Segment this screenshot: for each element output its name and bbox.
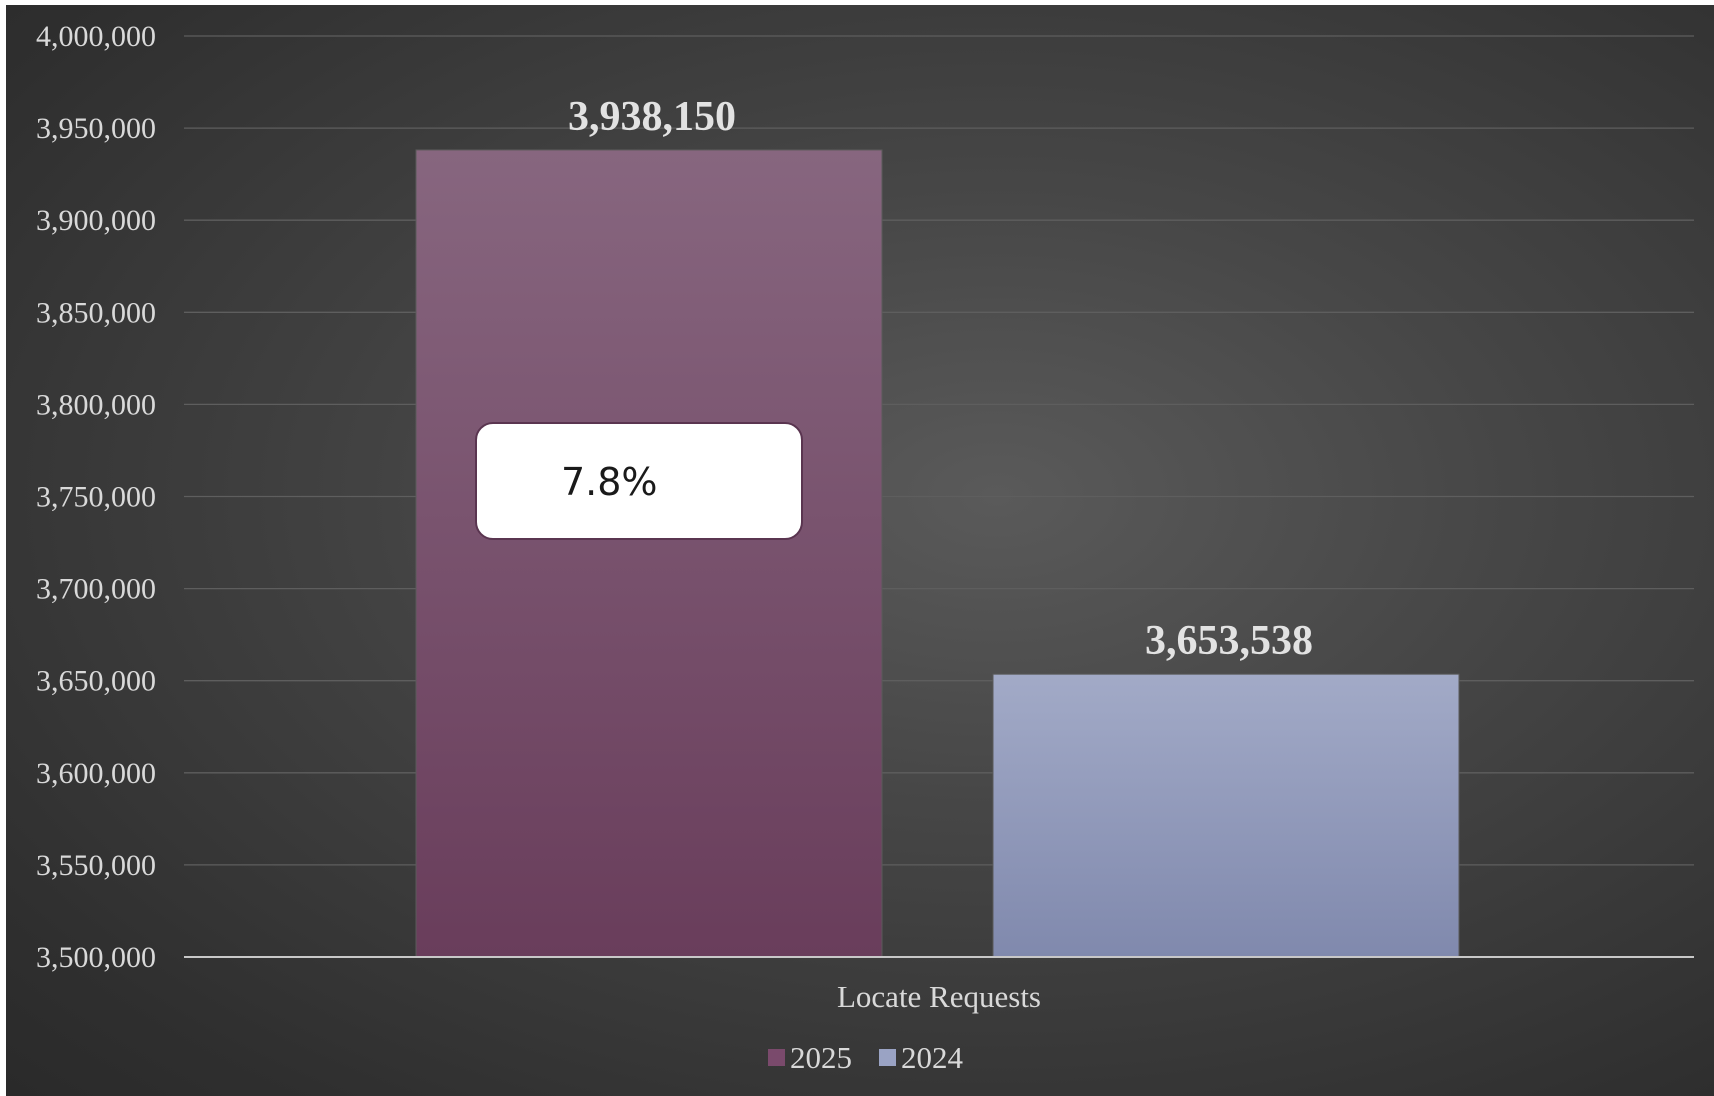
bar-2025 xyxy=(415,149,883,958)
legend-swatch-2025 xyxy=(768,1049,785,1066)
y-tick-label: 3,950,000 xyxy=(36,112,156,145)
annotation-box xyxy=(475,422,803,540)
chart-area: 3,500,000 3,550,000 3,600,000 3,650,000 3,70… xyxy=(6,5,1714,1096)
y-tick-label: 4,000,000 xyxy=(36,20,156,53)
x-axis: Locate Requests xyxy=(184,956,1694,1014)
data-label-2025: 3,938,150 xyxy=(568,94,736,140)
gridlines xyxy=(184,35,1694,866)
data-label-2024: 3,653,538 xyxy=(1145,618,1313,664)
y-tick-label: 3,500,000 xyxy=(36,941,156,974)
y-tick-label: 3,700,000 xyxy=(36,573,156,606)
legend: 2025 2024 xyxy=(768,1040,964,1075)
y-tick-label: 3,650,000 xyxy=(36,665,156,698)
legend-label-2024: 2024 xyxy=(901,1040,964,1075)
y-tick-label: 3,800,000 xyxy=(36,388,156,421)
bar-chart: 3,500,000 3,550,000 3,600,000 3,650,000 3,70… xyxy=(36,20,1694,1075)
bar-2024 xyxy=(992,673,1460,958)
y-tick-label: 3,850,000 xyxy=(36,296,156,329)
legend-swatch-2024 xyxy=(879,1049,896,1066)
annotation: 7.8% xyxy=(475,422,803,540)
y-axis-tick-labels: 3,500,000 3,550,000 3,600,000 3,650,000 3,70… xyxy=(36,20,156,974)
bars xyxy=(415,149,1460,958)
x-category-label: Locate Requests xyxy=(837,979,1041,1014)
y-tick-label: 3,750,000 xyxy=(36,481,156,514)
legend-label-2025: 2025 xyxy=(790,1040,852,1075)
y-tick-label: 3,900,000 xyxy=(36,204,156,237)
y-tick-label: 3,550,000 xyxy=(36,849,156,882)
data-labels: 3,938,150 3,653,538 xyxy=(568,94,1313,664)
y-tick-label: 3,600,000 xyxy=(36,757,156,790)
annotation-text: 7.8% xyxy=(561,460,658,504)
